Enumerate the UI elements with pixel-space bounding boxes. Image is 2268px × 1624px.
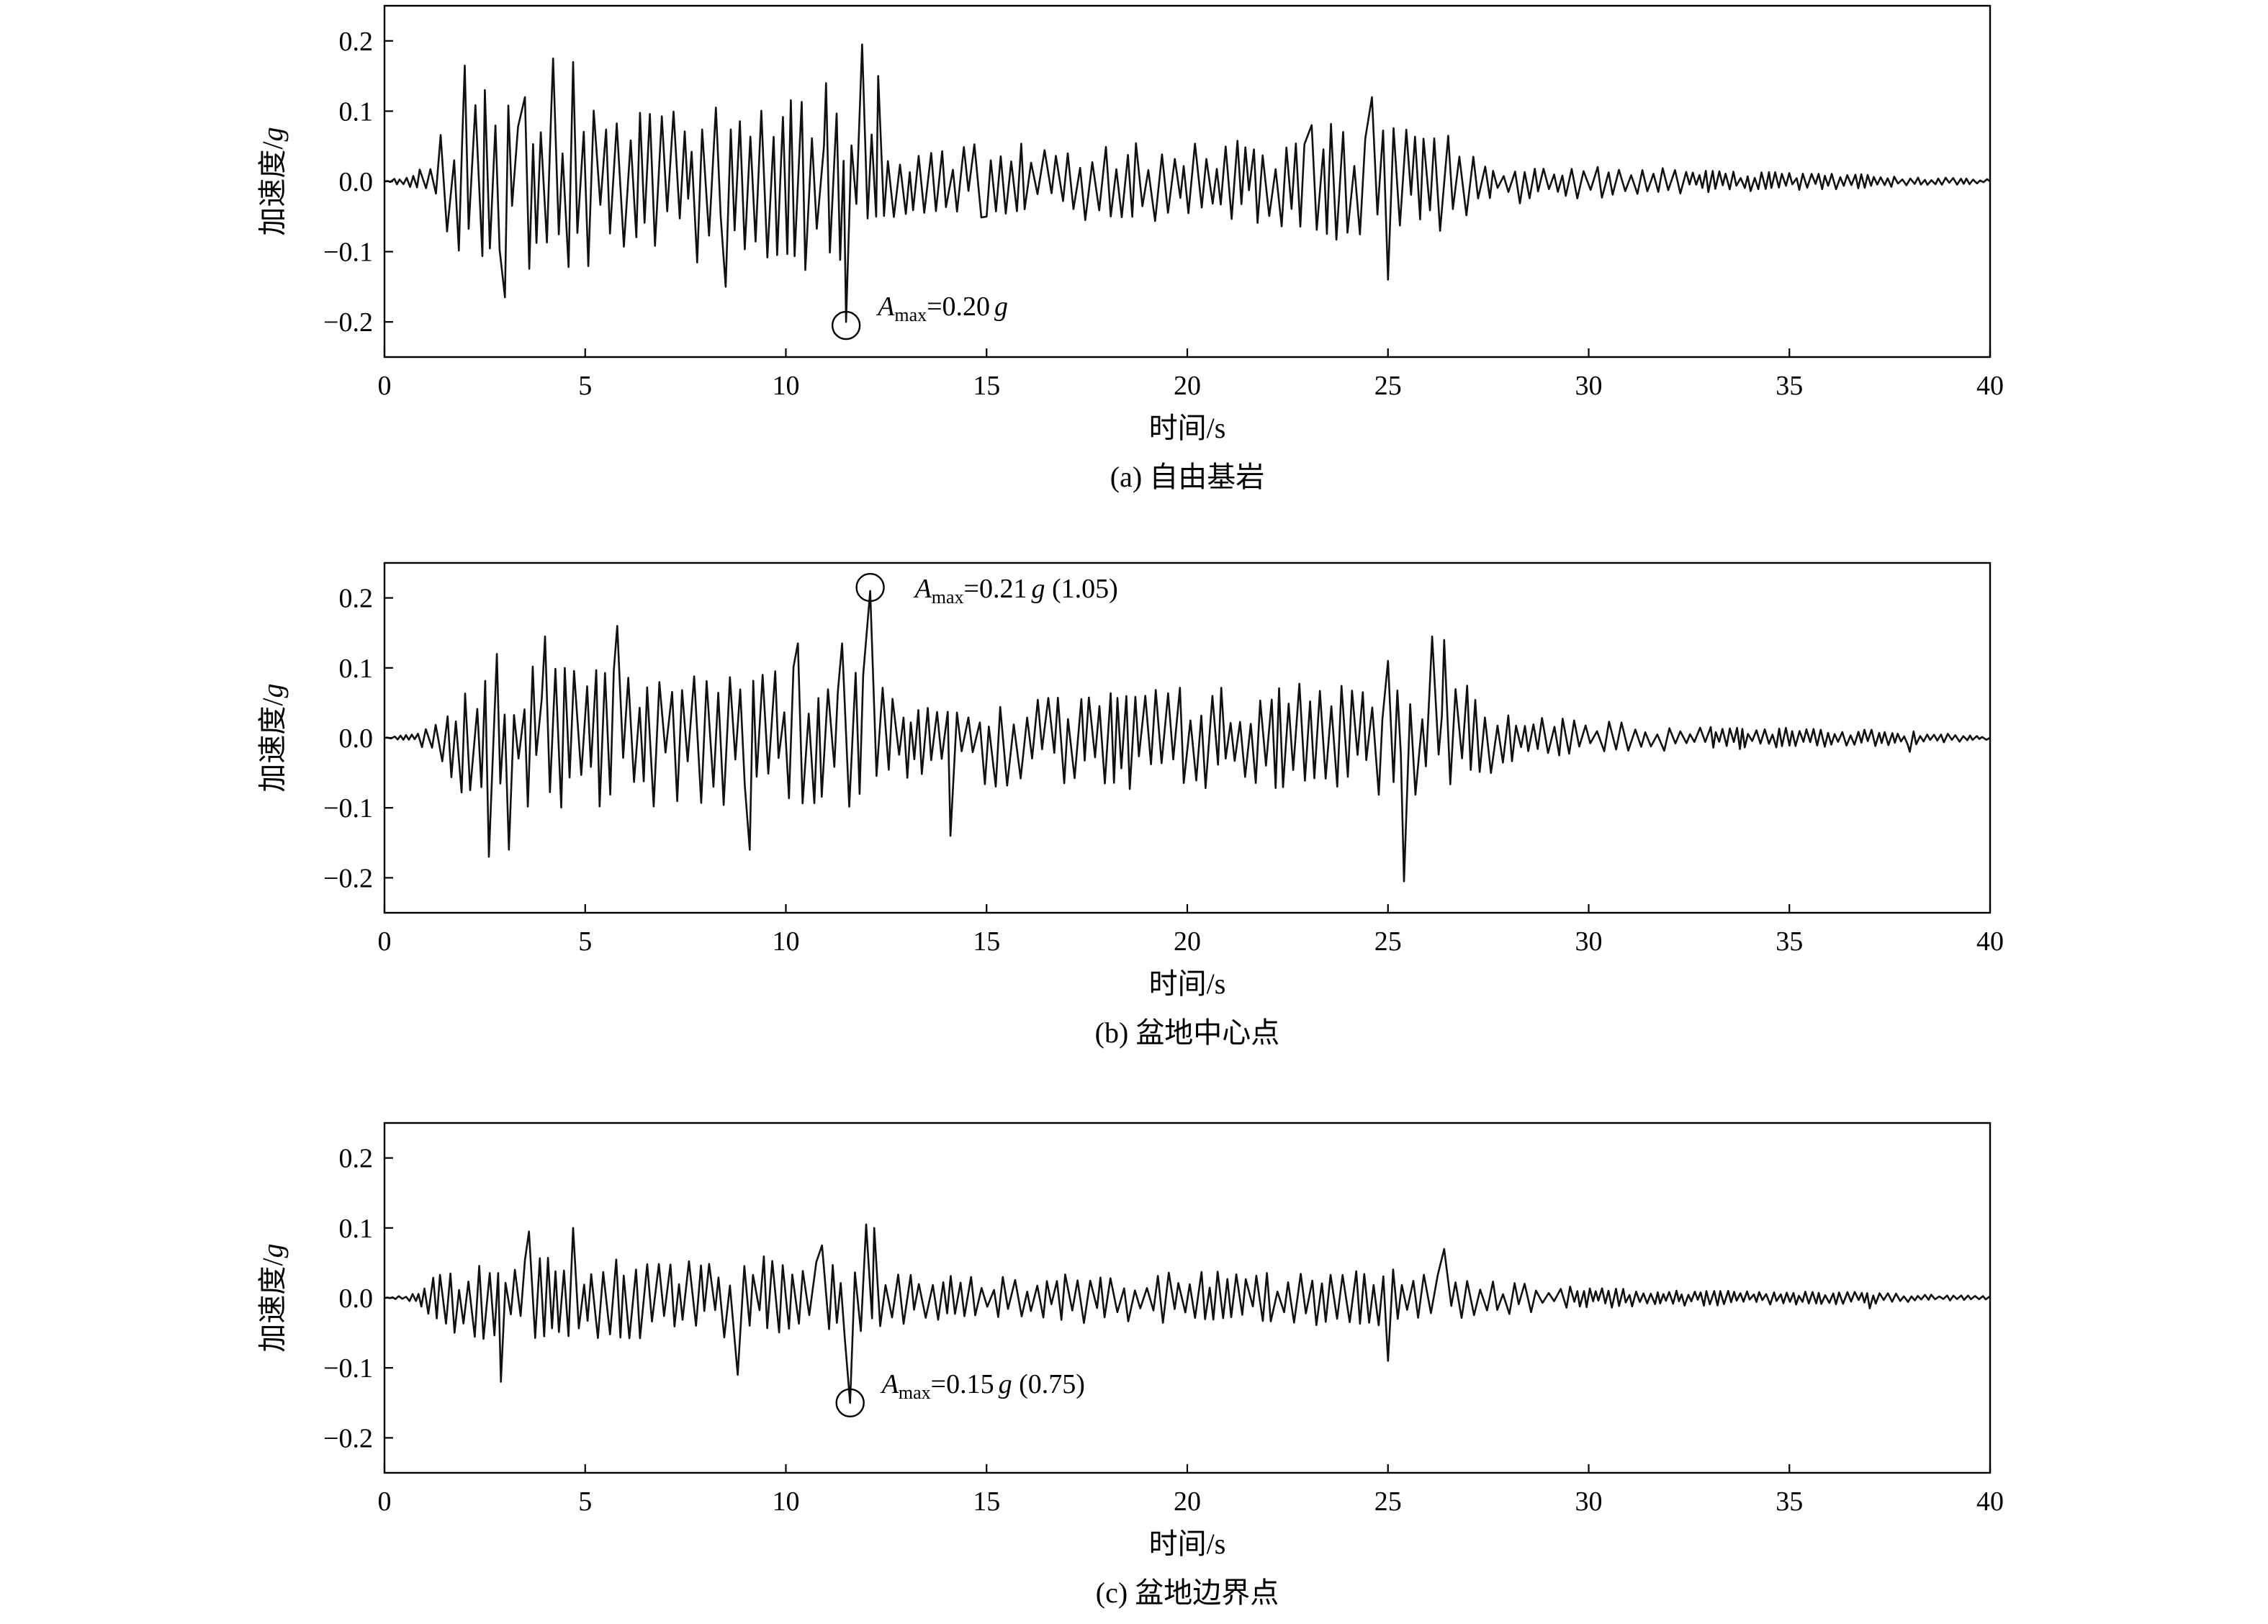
chart-panel-c: 0 5 10 15 20 25 30 35 40 0.2 0.1 0.0 −0.1 −0.2 时间/s 加速度… <box>256 1122 2004 1609</box>
y-tick-label: 0.1 <box>339 96 374 127</box>
x-tick-label: 20 <box>1174 926 1201 957</box>
x-tick-label: 10 <box>773 926 800 957</box>
peak-marker <box>831 310 861 340</box>
panel-caption: (a) 自由基岩 <box>1110 461 1264 493</box>
x-tick-label: 15 <box>973 1487 1000 1517</box>
peak-annotation: Amax=0.21 g (1.05) <box>913 574 1118 608</box>
y-axis-unit: g <box>256 127 289 141</box>
annotation-ratio: (1.05) <box>1045 574 1117 604</box>
y-tick-label: 0.1 <box>339 1214 374 1244</box>
x-tick-label: 40 <box>1976 926 2004 957</box>
x-tick-label: 25 <box>1374 371 1402 401</box>
y-tick-label: −0.1 <box>323 1353 373 1384</box>
annotation-subscript: max <box>932 587 964 608</box>
x-tick-label: 30 <box>1575 371 1603 401</box>
panel-caption: (c) 盆地边界点 <box>1096 1576 1279 1609</box>
annotation-subscript: max <box>899 1382 931 1403</box>
y-tick-label: 0.2 <box>339 584 374 614</box>
y-tick-label: −0.2 <box>323 863 373 893</box>
annotation-symbol: A <box>880 1369 899 1399</box>
x-tick-label: 5 <box>578 1487 592 1517</box>
x-tick-label: 35 <box>1776 371 1803 401</box>
y-tick-label: 0.2 <box>339 27 374 57</box>
x-tick-label: 30 <box>1575 926 1603 957</box>
y-axis-unit: g <box>256 1243 289 1258</box>
y-axis-label: 加速度/g <box>256 1243 289 1352</box>
x-tick-label: 20 <box>1174 1487 1201 1517</box>
acceleration-trace <box>384 1223 1992 1404</box>
x-tick-label: 25 <box>1374 1487 1402 1517</box>
chart-panel-a: 0 5 10 15 20 25 30 35 40 0.2 0.1 0.0 −0.1 −0.2 时间/s 加速度… <box>256 4 2004 493</box>
x-tick-label: 15 <box>973 371 1000 401</box>
y-tick-label: 0.0 <box>339 167 374 197</box>
annotation-unit: g <box>994 292 1008 322</box>
peak-marker <box>835 1388 865 1418</box>
y-tick-label: 0.0 <box>339 723 374 754</box>
y-tick-label: 0.0 <box>339 1284 374 1314</box>
x-tick-label: 15 <box>973 926 1000 957</box>
y-axis-label: 加速度/g <box>256 683 289 792</box>
x-tick-label: 40 <box>1976 371 2004 401</box>
y-tick-label: −0.2 <box>323 307 373 338</box>
x-tick-label: 35 <box>1776 926 1803 957</box>
annotation-value: =0.21 <box>964 574 1027 604</box>
x-tick-label: 10 <box>773 1487 800 1517</box>
peak-annotation: Amax=0.20 g <box>876 292 1008 325</box>
annotation-unit: g <box>1031 574 1045 604</box>
x-tick-label: 5 <box>578 926 592 957</box>
y-tick-label: 0.1 <box>339 654 374 684</box>
annotation-subscript: max <box>894 304 927 325</box>
x-tick-label: 20 <box>1174 371 1201 401</box>
y-tick-label: −0.1 <box>323 793 373 824</box>
x-tick-label: 0 <box>378 371 392 401</box>
x-tick-label: 30 <box>1575 1487 1603 1517</box>
x-axis-label: 时间/s <box>1149 1528 1226 1560</box>
y-axis-label: 加速度/g <box>256 127 289 235</box>
y-tick-label: 0.2 <box>339 1144 374 1174</box>
annotation-value: =0.20 <box>927 292 990 322</box>
annotation-ratio: (0.75) <box>1012 1369 1085 1399</box>
annotation-unit: g <box>999 1369 1012 1399</box>
annotation-symbol: A <box>913 574 932 604</box>
annotation-symbol: A <box>876 292 895 322</box>
x-tick-label: 10 <box>773 371 800 401</box>
acceleration-trace <box>384 590 1991 883</box>
y-axis-unit: g <box>256 683 289 698</box>
x-axis-label: 时间/s <box>1149 967 1226 1000</box>
panel-caption: (b) 盆地中心点 <box>1095 1016 1280 1049</box>
acceleration-trace <box>384 43 1991 323</box>
peak-annotation: Amax=0.15 g (0.75) <box>880 1369 1085 1403</box>
chart-panel-b: 0 5 10 15 20 25 30 35 40 0.2 0.1 0.0 −0.1 −0.2 时间/s 加速度… <box>256 561 2004 1049</box>
annotation-value: =0.15 <box>931 1369 994 1399</box>
x-tick-label: 25 <box>1374 926 1402 957</box>
x-tick-label: 0 <box>378 1487 392 1517</box>
x-tick-label: 35 <box>1776 1487 1803 1517</box>
x-tick-label: 5 <box>578 371 592 401</box>
x-tick-label: 40 <box>1976 1487 2004 1517</box>
y-tick-label: −0.2 <box>323 1423 373 1453</box>
y-tick-label: −0.1 <box>323 238 373 268</box>
x-axis-label: 时间/s <box>1149 412 1226 444</box>
x-tick-label: 0 <box>378 926 392 957</box>
peak-marker <box>855 572 885 603</box>
